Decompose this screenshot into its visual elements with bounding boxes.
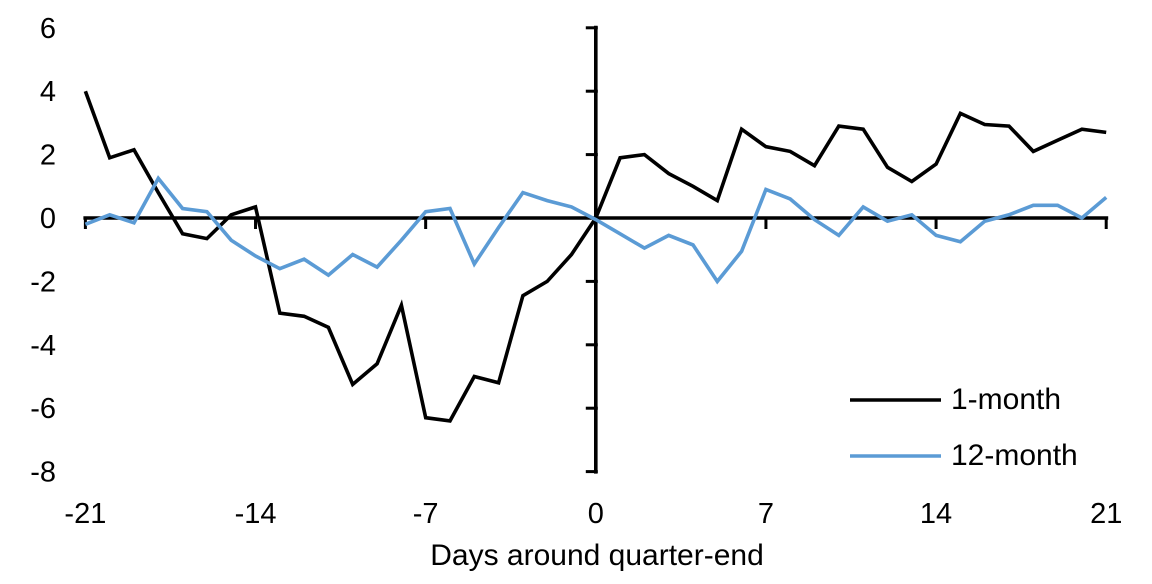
x-tick-label: -7 bbox=[413, 498, 439, 530]
legend: 1-month 12-month bbox=[850, 378, 1078, 490]
series-line-12-month bbox=[84, 175, 1108, 285]
legend-label-12-month: 12-month bbox=[951, 439, 1078, 472]
y-tick-label: -8 bbox=[30, 457, 56, 489]
legend-item-12-month: 12-month bbox=[850, 434, 1078, 478]
x-tick-label: 14 bbox=[920, 498, 952, 530]
x-tick-label: 21 bbox=[1090, 498, 1122, 530]
legend-swatch-12-month-line bbox=[850, 454, 941, 458]
y-tick-label: -4 bbox=[30, 330, 56, 362]
x-tick-label: -14 bbox=[235, 498, 277, 530]
x-axis-title: Days around quarter-end bbox=[430, 539, 764, 572]
y-tick-label: -2 bbox=[30, 266, 56, 298]
legend-label-1-month: 1-month bbox=[951, 383, 1062, 416]
y-tick-label: 0 bbox=[40, 203, 56, 235]
y-tick-label: 6 bbox=[40, 13, 56, 45]
y-tick-label: 4 bbox=[40, 76, 56, 108]
x-tick-label: -21 bbox=[64, 498, 106, 530]
x-tick-label: 7 bbox=[758, 498, 774, 530]
y-tick-label: -6 bbox=[30, 393, 56, 425]
y-tick-label: 2 bbox=[40, 140, 56, 172]
x-tick-label: 0 bbox=[588, 498, 604, 530]
legend-item-1-month: 1-month bbox=[850, 378, 1078, 422]
legend-swatch-1-month-line bbox=[850, 398, 941, 402]
